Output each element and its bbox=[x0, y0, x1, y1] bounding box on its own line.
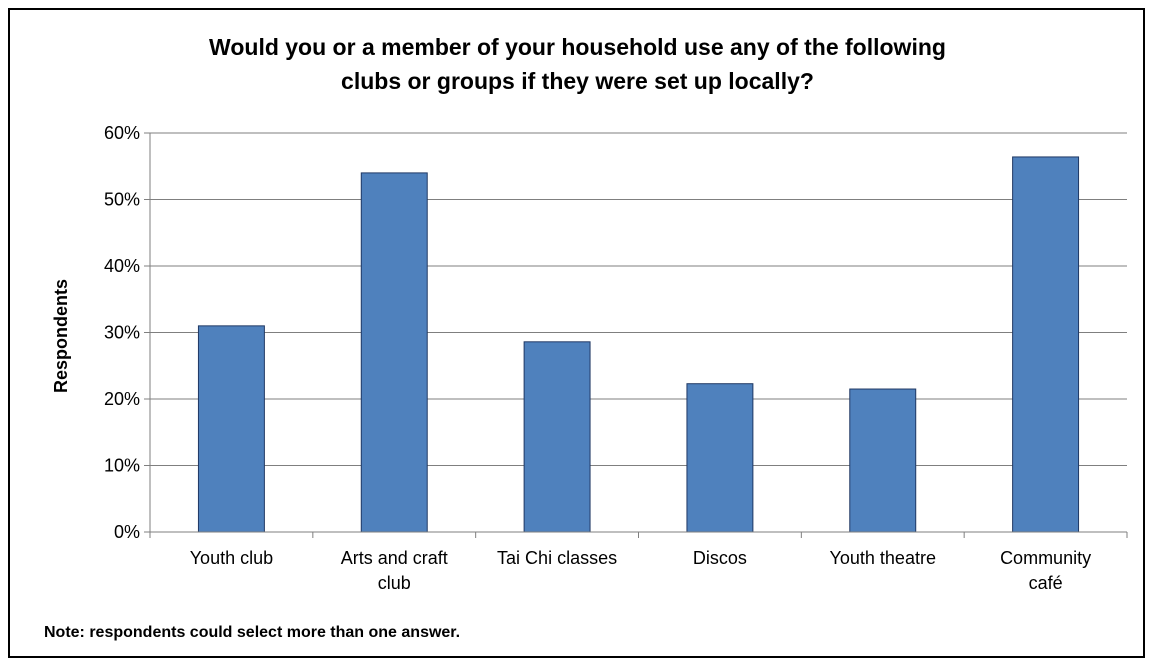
y-tick-label: 40% bbox=[104, 256, 140, 276]
y-tick-label: 20% bbox=[104, 389, 140, 409]
bars bbox=[197, 156, 1080, 533]
bar bbox=[360, 172, 428, 533]
y-tick-label: 10% bbox=[104, 456, 140, 476]
bar bbox=[197, 325, 265, 533]
y-tick-label: 30% bbox=[104, 323, 140, 343]
y-tick-label: 50% bbox=[104, 190, 140, 210]
y-tick-label: 0% bbox=[114, 522, 140, 542]
y-tick-label: 60% bbox=[104, 123, 140, 143]
chart-title: Would you or a member of your household … bbox=[0, 30, 1155, 98]
x-tick-label: Tai Chi classes bbox=[497, 548, 617, 568]
y-axis-label: Respondents bbox=[51, 279, 71, 393]
bar bbox=[523, 341, 591, 533]
chart-title-line-1: Would you or a member of your household … bbox=[209, 34, 946, 60]
x-tick-label: Discos bbox=[693, 548, 747, 568]
x-tick-labels: Youth club Arts and craft club Tai Chi clas… bbox=[190, 548, 1091, 593]
gridlines bbox=[150, 132, 1127, 466]
x-tick-label: Youth theatre bbox=[830, 548, 936, 568]
y-tick-labels: 0% 10% 20% 30% 40% 50% 60% bbox=[104, 123, 140, 542]
bar bbox=[1012, 156, 1080, 533]
x-tick-label: Community café bbox=[1000, 548, 1091, 593]
chart-title-line-2: clubs or groups if they were set up loca… bbox=[341, 68, 814, 94]
footnote: Note: respondents could select more than… bbox=[44, 624, 461, 641]
bar bbox=[849, 388, 917, 533]
x-tick-label: Arts and craft club bbox=[341, 548, 448, 593]
x-tick-label: Youth club bbox=[190, 548, 273, 568]
bar bbox=[686, 383, 754, 533]
axes bbox=[144, 132, 1128, 538]
